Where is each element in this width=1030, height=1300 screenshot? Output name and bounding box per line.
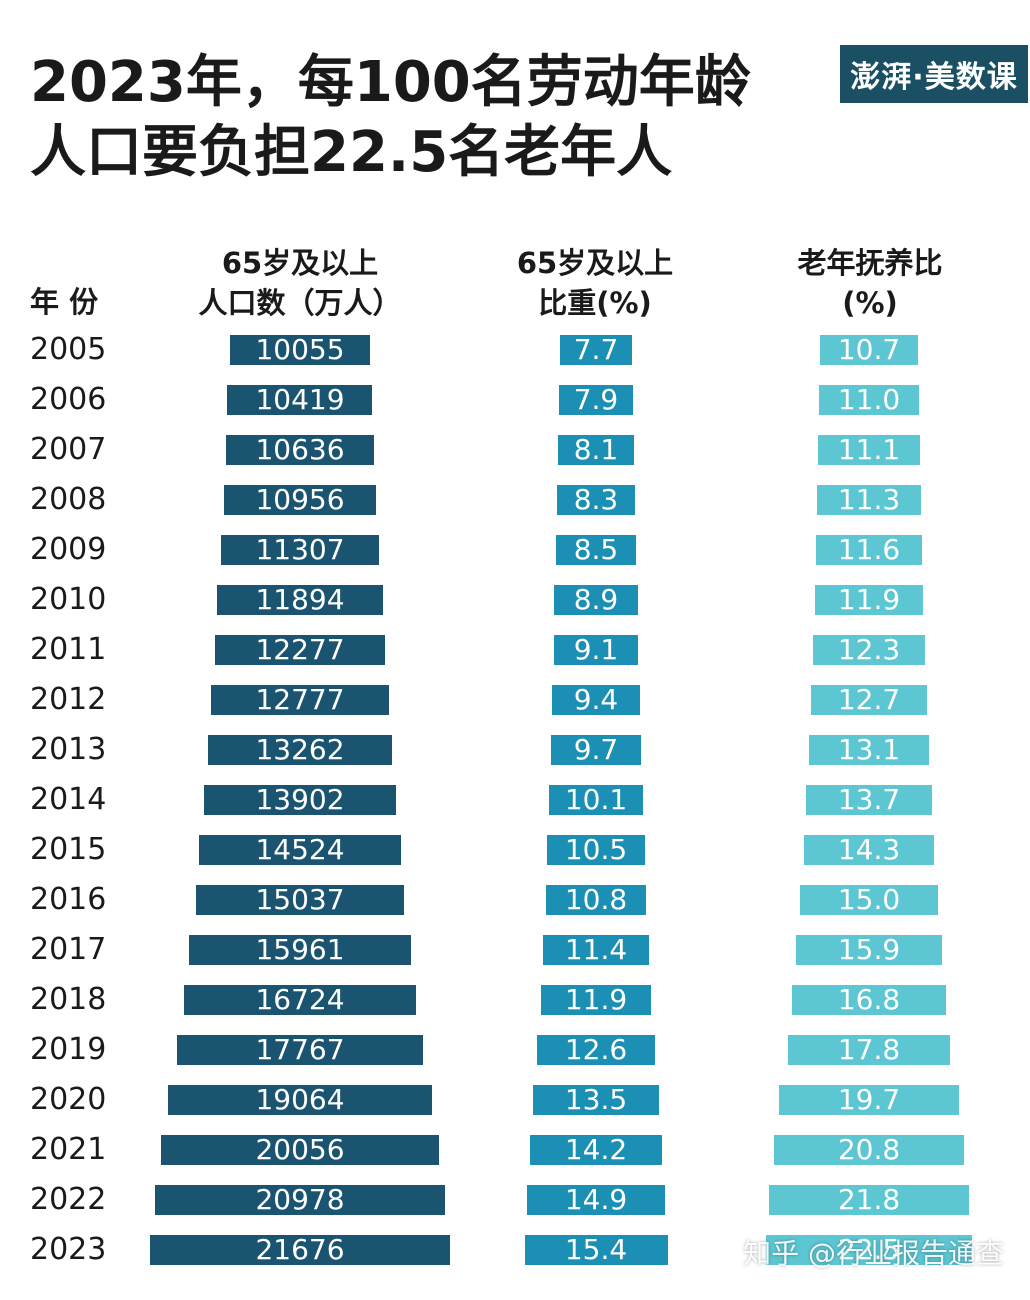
dependency-bar: 12.3: [812, 635, 926, 665]
year-label: 2020: [30, 1082, 107, 1117]
dependency-bar: 12.7: [810, 685, 928, 715]
title-line-1: 2023年，每100名劳动年龄: [30, 50, 751, 115]
dependency-bar: 15.9: [796, 935, 942, 965]
population-bar: 20056: [161, 1135, 439, 1165]
share-bar: 8.5: [556, 535, 636, 565]
year-label: 2006: [30, 382, 107, 417]
population-column-header: 65岁及以上 人口数（万人）: [150, 243, 450, 323]
share-bar: 12.6: [537, 1035, 655, 1065]
dependency-bar: 15.0: [800, 885, 938, 915]
year-column-header: 年 份: [30, 285, 99, 319]
share-bar: 9.7: [550, 735, 642, 765]
dependency-bar: 21.8: [769, 1185, 969, 1215]
share-bar: 8.3: [557, 485, 635, 515]
watermark: 知乎 @行业报告通查: [743, 1237, 1004, 1270]
population-bar: 21676: [150, 1235, 450, 1265]
population-bar: 10419: [227, 385, 373, 415]
year-label: 2014: [30, 782, 107, 817]
dependency-bar: 22.5: [766, 1235, 972, 1265]
dependency-bar: 10.7: [820, 335, 918, 365]
dependency-bar: 13.1: [809, 735, 929, 765]
share-bar: 10.1: [548, 785, 644, 815]
dependency-bar: 20.8: [773, 1135, 965, 1165]
year-label: 2005: [30, 332, 107, 367]
dependency-bar: 11.3: [817, 485, 921, 515]
population-header-line-1: 65岁及以上: [221, 246, 379, 280]
share-bar: 7.7: [560, 335, 632, 365]
share-bar: 11.4: [542, 935, 650, 965]
dependency-bar: 14.3: [803, 835, 935, 865]
dependency-bar: 11.9: [814, 585, 924, 615]
population-bar: 10055: [230, 335, 370, 365]
share-bar: 8.1: [558, 435, 634, 465]
year-label: 2015: [30, 832, 107, 867]
dependency-bar: 17.8: [787, 1035, 951, 1065]
share-header-line-1: 65岁及以上: [516, 246, 674, 280]
year-label: 2012: [30, 682, 107, 717]
population-bar: 15037: [195, 885, 405, 915]
population-bar: 13902: [203, 785, 397, 815]
share-bar: 10.8: [545, 885, 647, 915]
year-label: 2018: [30, 982, 107, 1017]
year-label: 2017: [30, 932, 107, 967]
share-header-line-2: 比重(%): [538, 286, 652, 320]
share-bar: 7.9: [559, 385, 633, 415]
population-bar: 15961: [189, 935, 411, 965]
year-label: 2023: [30, 1232, 107, 1267]
dependency-bar: 13.7: [806, 785, 932, 815]
year-label: 2011: [30, 632, 107, 667]
dependency-bar: 16.8: [792, 985, 946, 1015]
population-bar: 17767: [176, 1035, 424, 1065]
dependency-header-line-2: (%): [842, 286, 898, 320]
share-bar: 11.9: [540, 985, 652, 1015]
share-column-header: 65岁及以上 比重(%): [460, 243, 730, 323]
population-bar: 19064: [167, 1085, 432, 1115]
share-bar: 8.9: [554, 585, 638, 615]
page-title: 2023年，每100名劳动年龄 人口要负担22.5名老年人: [30, 48, 810, 188]
population-bar: 20978: [154, 1185, 446, 1215]
year-label: 2009: [30, 532, 107, 567]
year-label: 2010: [30, 582, 107, 617]
dependency-bar: 11.6: [815, 535, 923, 565]
share-bar: 14.9: [526, 1185, 666, 1215]
share-bar: 10.5: [547, 835, 645, 865]
population-header-line-2: 人口数（万人）: [198, 286, 402, 320]
population-bar: 13262: [207, 735, 393, 765]
title-line-2: 人口要负担22.5名老年人: [30, 120, 673, 185]
year-label: 2013: [30, 732, 107, 767]
share-bar: 13.5: [533, 1085, 659, 1115]
population-bar: 12777: [211, 685, 389, 715]
year-label: 2016: [30, 882, 107, 917]
population-bar: 12277: [214, 635, 386, 665]
dependency-header-line-1: 老年抚养比: [797, 246, 943, 280]
share-bar: 9.4: [552, 685, 640, 715]
population-bar: 10636: [226, 435, 374, 465]
dependency-bar: 11.1: [818, 435, 920, 465]
dependency-bar: 19.7: [778, 1085, 960, 1115]
dependency-column-header: 老年抚养比 (%): [740, 243, 1000, 323]
year-label: 2008: [30, 482, 107, 517]
year-label: 2007: [30, 432, 107, 467]
brand-logo: 澎湃·美数课: [840, 45, 1028, 103]
dependency-bar: 11.0: [818, 385, 920, 415]
share-bar: 14.2: [530, 1135, 662, 1165]
population-bar: 11307: [221, 535, 379, 565]
year-label: 2021: [30, 1132, 107, 1167]
share-bar: 15.4: [524, 1235, 668, 1265]
year-label: 2019: [30, 1032, 107, 1067]
population-bar: 10956: [223, 485, 377, 515]
population-bar: 11894: [217, 585, 383, 615]
share-bar: 9.1: [553, 635, 639, 665]
year-label: 2022: [30, 1182, 107, 1217]
population-bar: 16724: [184, 985, 416, 1015]
population-bar: 14524: [199, 835, 401, 865]
